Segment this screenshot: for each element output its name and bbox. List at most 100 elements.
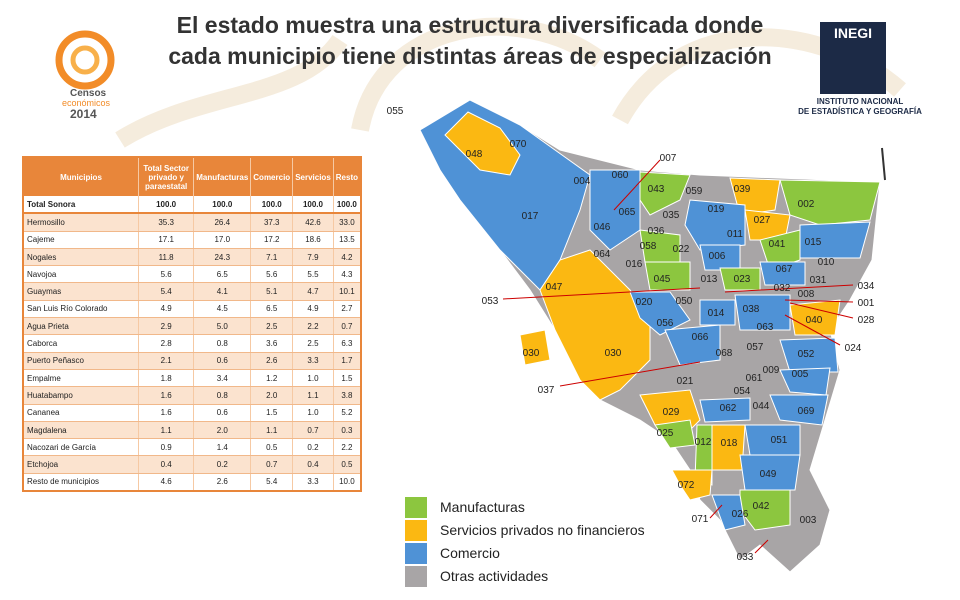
table-cell: 26.4: [193, 213, 252, 232]
table-cell: 10.0: [333, 473, 362, 492]
table-cell: 1.6: [138, 386, 195, 405]
table-row: Navojoa 5.6 6.5 5.6 5.5 4.3: [23, 265, 362, 284]
table-cell: 0.3: [333, 421, 362, 440]
table-cell: 100.0: [250, 196, 294, 215]
municipality-label: 046: [594, 222, 611, 233]
header-cell: Resto: [333, 157, 362, 196]
table-cell: 4.3: [333, 265, 362, 284]
table-cell: 100.0: [292, 196, 334, 215]
table-cell: 0.6: [193, 404, 252, 422]
municipality-label: 008: [798, 289, 815, 300]
municipality-label: 060: [612, 170, 629, 181]
municipality-label: 051: [771, 435, 788, 446]
municipality-label: 040: [806, 315, 823, 326]
municipality-label: 066: [692, 332, 709, 343]
table-cell: 5.2: [333, 404, 362, 422]
header-cell: Municipios: [23, 157, 139, 196]
table-cell: 2.2: [292, 317, 334, 336]
table-cell: 18.6: [292, 231, 334, 249]
legend-swatch: [405, 543, 427, 564]
table-cell: Huatabampo: [23, 386, 139, 405]
title-line: El estado muestra una estructura diversi…: [176, 12, 764, 38]
municipality-label: 061: [746, 373, 763, 384]
municipality-label: 019: [708, 204, 725, 215]
municipality-label: 070: [510, 139, 527, 150]
logo-right: INEGI INSTITUTO NACIONAL DE ESTADÍSTICA …: [798, 22, 922, 116]
municipality-label: 004: [574, 176, 591, 187]
table-cell: Empalme: [23, 369, 139, 388]
table-cell: 2.5: [292, 334, 334, 353]
logo-text: 2014: [70, 107, 97, 121]
table-cell: Puerto Peñasco: [23, 352, 139, 370]
legend-swatch: [405, 497, 427, 518]
table-cell: 3.3: [292, 473, 334, 492]
table-row: Nogales 11.8 24.3 7.1 7.9 4.2: [23, 248, 362, 267]
municipality-label: 028: [858, 315, 875, 326]
municipality-label: 027: [754, 215, 771, 226]
table-cell: 0.2: [193, 455, 252, 474]
table-cell: 0.7: [250, 455, 294, 474]
table-row: Cajeme 17.1 17.0 17.2 18.6 13.5: [23, 231, 362, 249]
table-cell: 0.4: [292, 455, 334, 474]
table-cell: 2.0: [193, 421, 252, 440]
table-cell: 17.0: [193, 231, 252, 249]
table-cell: Caborca: [23, 334, 139, 353]
table-cell: 0.7: [333, 317, 362, 336]
municipality-label: 025: [657, 428, 674, 439]
table-row: San Luis Río Colorado 4.9 4.5 6.5 4.9 2.7: [23, 300, 362, 319]
municipality-label: 002: [798, 199, 815, 210]
logo-text: Censos: [70, 88, 107, 99]
table-cell: 0.9: [138, 438, 195, 457]
table-cell: Cajeme: [23, 231, 139, 249]
table-row: Resto de municipios 4.6 2.6 5.4 3.3 10.0: [23, 473, 362, 492]
legend-swatch: [405, 566, 427, 587]
logo-text: INEGI: [834, 25, 872, 41]
municipality-label: 031: [810, 275, 827, 286]
municipality-label: 047: [546, 282, 563, 293]
table-cell: 2.7: [333, 300, 362, 319]
table-cell: 17.1: [138, 231, 195, 249]
table-cell: San Luis Río Colorado: [23, 300, 139, 319]
header-cell: Total Sector privado y paraestatal: [138, 157, 195, 196]
municipality-label: 009: [763, 365, 780, 376]
table-cell: Magdalena: [23, 421, 139, 440]
table-cell: 3.3: [292, 352, 334, 370]
header-cell: Comercio: [250, 157, 294, 196]
municipality-label: 049: [760, 469, 777, 480]
border-line: [881, 147, 886, 181]
table-cell: 3.6: [250, 334, 294, 353]
municipality-label: 053: [482, 296, 499, 307]
table-cell: 1.0: [292, 404, 334, 422]
legend-label: Servicios privados no financieros: [440, 522, 645, 538]
table-cell: 2.9: [138, 317, 195, 336]
table-cell: 5.6: [138, 265, 195, 284]
table-cell: 2.2: [333, 438, 362, 457]
table-cell: 2.6: [193, 473, 252, 492]
table-cell: Agua Prieta: [23, 317, 139, 336]
municipality-label: 048: [466, 149, 483, 160]
title-line: cada municipio tiene distintas áreas de …: [168, 43, 772, 69]
municipality-label: 022: [673, 244, 690, 255]
table-cell: 7.9: [292, 248, 334, 267]
table-cell: Nogales: [23, 248, 139, 267]
municipality-label: 071: [692, 514, 709, 525]
header-row: Municipios Total Sector privado y paraest…: [23, 157, 362, 196]
legend-label: Comercio: [440, 545, 500, 561]
table-cell: 33.0: [333, 213, 362, 232]
municipality-label: 030: [605, 348, 622, 359]
municipality-label: 042: [753, 501, 770, 512]
municipality-label: 041: [769, 239, 786, 250]
map-labels: 055 070 048 007 060 004 043 059 039 002 017 065 035 0…: [387, 106, 875, 563]
municipality-label: 072: [678, 480, 695, 491]
table-cell: 3.4: [193, 369, 252, 388]
table-row: Nacozari de García 0.9 1.4 0.5 0.2 2.2: [23, 438, 362, 457]
municipality-label: 044: [753, 401, 770, 412]
municipality-label: 034: [858, 281, 875, 292]
table-cell: 6.5: [250, 300, 294, 319]
table-row: Etchojoa 0.4 0.2 0.7 0.4 0.5: [23, 455, 362, 474]
municipality-label: 054: [734, 386, 751, 397]
municipality-label: 033: [737, 552, 754, 563]
municipality-label: 020: [636, 297, 653, 308]
table-cell: 13.5: [333, 231, 362, 249]
table-cell: 5.4: [138, 282, 195, 301]
